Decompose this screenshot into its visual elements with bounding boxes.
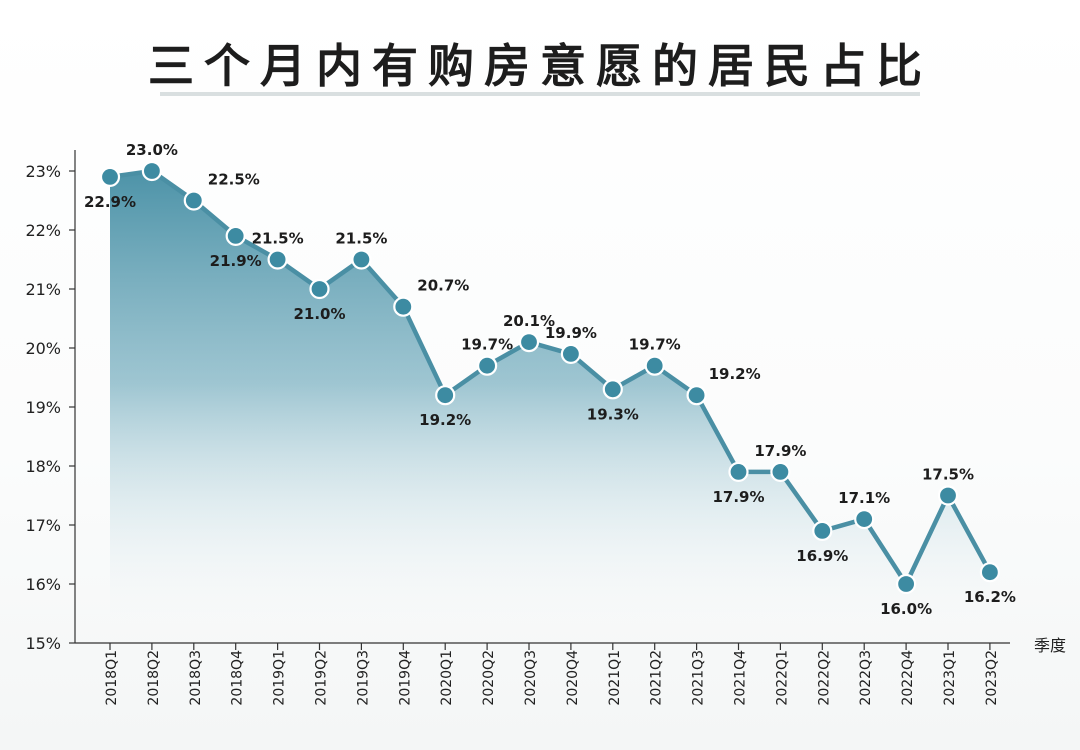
y-tick-label: 15% (25, 634, 61, 653)
series-line (109, 168, 992, 587)
data-label: 19.3% (587, 405, 639, 423)
data-point (141, 160, 162, 182)
data-label: 22.9% (84, 193, 136, 211)
data-label: 19.7% (461, 336, 513, 354)
data-point (560, 343, 582, 364)
chart-title-container: 三个月内有购房意愿的居民占比 (0, 30, 1080, 96)
x-tick-label: 2021Q4 (733, 650, 749, 706)
data-point (435, 385, 456, 406)
y-tick-label: 21% (25, 280, 61, 299)
data-label: 19.2% (709, 365, 761, 383)
x-tick-label: 2020Q4 (565, 650, 581, 706)
y-tick-label: 18% (25, 457, 61, 476)
data-label: 16.0% (880, 600, 932, 618)
data-point (979, 562, 1001, 583)
x-tick-label: 2020Q3 (523, 650, 539, 706)
data-label: 21.5% (252, 230, 304, 248)
axes: 15% 16% 17% 18% 19% 20% 21% 22% 23% 2018Q1 2018Q2 2… (25, 150, 1010, 706)
data-point (393, 296, 414, 317)
data-point (351, 249, 372, 270)
area-fill-layer (110, 171, 990, 643)
y-tick-label: 22% (25, 221, 61, 240)
y-tick-label: 20% (25, 339, 61, 358)
data-label: 19.7% (629, 336, 681, 354)
x-tick-label: 2020Q2 (481, 650, 497, 706)
x-tick-label: 2023Q1 (942, 650, 958, 706)
x-tick-label: 2019Q2 (314, 650, 330, 706)
series-line-layer (109, 168, 992, 587)
y-tick-label: 17% (25, 516, 61, 535)
data-label: 21.9% (210, 252, 262, 270)
data-point (895, 573, 917, 595)
data-points (99, 160, 1001, 595)
data-label: 23.0% (126, 141, 178, 159)
x-tick-label: 2019Q1 (272, 650, 288, 706)
data-point (728, 461, 749, 482)
x-axis-label: 季度 (1034, 636, 1066, 655)
data-label: 17.9% (754, 442, 806, 460)
x-tick-label: 2018Q3 (188, 650, 204, 706)
data-label: 19.2% (419, 411, 471, 429)
y-tick-label: 23% (25, 162, 61, 181)
y-tick-label: 16% (25, 575, 61, 594)
data-point (602, 379, 623, 400)
data-label: 19.9% (545, 324, 597, 342)
data-label: 20.7% (417, 277, 469, 295)
x-tick-label: 2019Q4 (397, 650, 413, 706)
title-underline (160, 92, 920, 96)
data-label: 21.5% (335, 230, 387, 248)
data-point (770, 461, 791, 482)
data-point (225, 225, 246, 246)
data-labels: 22.9% 23.0% 22.5% 21.9% 21.5% 21.0% 21.5% 20.7%… (84, 141, 1016, 618)
x-tick-label: 2020Q1 (439, 650, 455, 706)
data-point (518, 332, 540, 353)
data-point (477, 355, 498, 376)
data-label: 17.9% (712, 488, 764, 506)
data-point (854, 508, 875, 530)
x-tick-label: 2023Q2 (984, 650, 1000, 706)
x-tick-label: 2022Q3 (858, 650, 874, 706)
data-point (812, 520, 833, 542)
data-point (686, 385, 707, 406)
x-tick-label: 2022Q4 (900, 650, 916, 706)
x-tick-label: 2018Q4 (230, 650, 246, 706)
x-tick-label: 2021Q1 (607, 650, 623, 706)
x-tick-label: 2021Q3 (691, 650, 707, 706)
x-tick-label: 2021Q2 (649, 650, 665, 706)
data-point (183, 190, 204, 211)
data-label: 17.5% (922, 466, 974, 484)
data-point (644, 355, 665, 376)
data-point (267, 249, 288, 270)
data-label: 20.1% (503, 312, 555, 330)
data-label: 21.0% (293, 305, 345, 323)
data-label: 16.9% (796, 547, 848, 565)
x-tick-label: 2022Q2 (816, 650, 832, 706)
area-fill (110, 171, 990, 643)
x-tick-label: 2018Q2 (146, 650, 162, 706)
chart-title: 三个月内有购房意愿的居民占比 (148, 39, 932, 93)
data-point (309, 278, 330, 300)
y-tick-label: 19% (25, 398, 61, 417)
x-tick-label: 2018Q1 (104, 650, 120, 706)
data-label: 17.1% (838, 489, 890, 507)
x-tick-label: 2019Q3 (355, 650, 371, 706)
data-label: 22.5% (208, 171, 260, 189)
data-point (99, 166, 121, 187)
data-label: 16.2% (964, 588, 1016, 606)
data-point (937, 485, 959, 506)
x-tick-label: 2022Q1 (774, 650, 790, 706)
